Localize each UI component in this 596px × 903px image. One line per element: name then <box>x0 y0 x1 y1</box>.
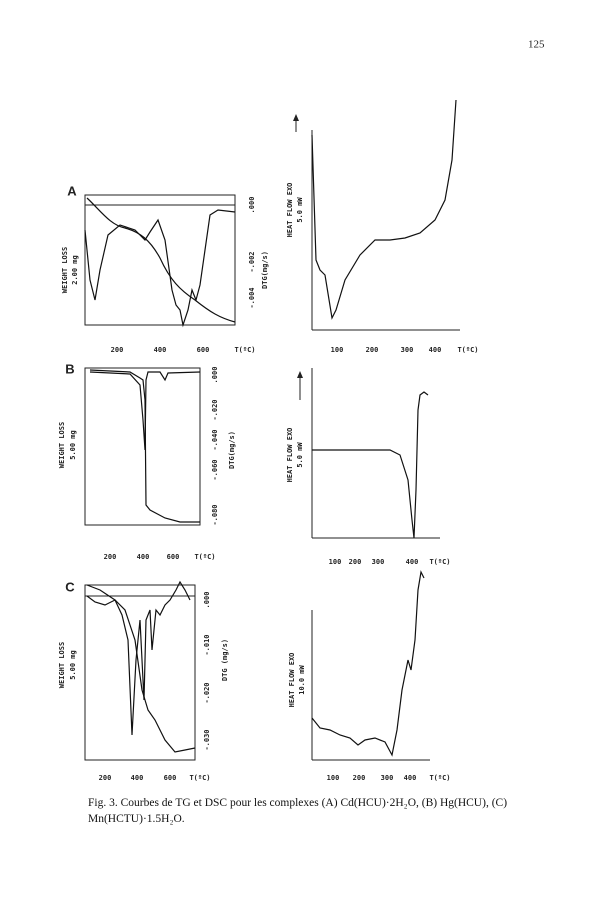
y2-tick-label: -.040 <box>211 429 219 450</box>
panel-label: A <box>67 183 77 198</box>
panel-label: B <box>65 361 74 376</box>
x-tick-label: 600 <box>197 346 210 354</box>
x-axis-label: T(ºC) <box>429 774 450 782</box>
panel-label: C <box>65 579 75 594</box>
x-tick-label: 400 <box>137 553 150 561</box>
page-number: 125 <box>528 39 545 51</box>
x-tick-label: 400 <box>154 346 167 354</box>
x-axis-label: T(ºC) <box>234 346 255 354</box>
dtg-label: DTG(mg/s) <box>228 431 236 469</box>
y2-tick-label: -.020 <box>203 682 211 703</box>
y2-tick-label: -.030 <box>203 729 211 750</box>
tg-scale: 5.00 mg <box>69 430 77 460</box>
y2-tick-label: -.080 <box>211 504 219 525</box>
tg-scale: 5.00 mg <box>69 650 77 680</box>
x-tick-label: 300 <box>372 558 385 566</box>
x-tick-label: 300 <box>401 346 414 354</box>
x-tick-label: 400 <box>404 774 417 782</box>
x-tick-label: 200 <box>366 346 379 354</box>
dsc-y-label: HEAT FLOW EXO <box>286 428 294 483</box>
y2-tick-label: .000 <box>211 367 219 384</box>
x-tick-label: 400 <box>406 558 419 566</box>
axes <box>84 114 460 761</box>
y2-tick-label: .000 <box>203 592 211 609</box>
x-tick-label: 200 <box>111 346 124 354</box>
x-tick-label: 300 <box>381 774 394 782</box>
caption: Fig. 3. Courbes de TG et DSC pour les co… <box>88 797 508 825</box>
x-tick-label: 100 <box>331 346 344 354</box>
y2-tick-label: -.002 <box>248 251 256 272</box>
y2-tick-label: -.020 <box>211 399 219 420</box>
x-tick-label: 200 <box>99 774 112 782</box>
dsc-scale: 5.0 mW <box>296 442 304 468</box>
y2-tick-label: -.004 <box>248 287 256 308</box>
dsc-scale: 5.0 mW <box>296 197 304 223</box>
y2-tick-label: -.060 <box>211 459 219 480</box>
dsc-scale: 10.0 mW <box>298 664 306 694</box>
dtg-label: DTG (mg/s) <box>221 639 229 681</box>
tg-y-label: WEIGHT LOSS <box>58 422 66 468</box>
x-tick-label: 200 <box>104 553 117 561</box>
tg-scale: 2.00 mg <box>71 255 79 285</box>
x-tick-label: 400 <box>429 346 442 354</box>
x-axis-label: T(ºC) <box>429 558 450 566</box>
tg-y-label: WEIGHT LOSS <box>58 642 66 688</box>
x-axis-label: T(ºC) <box>194 553 215 561</box>
x-axis-label: T(ºC) <box>189 774 210 782</box>
x-tick-label: 400 <box>131 774 144 782</box>
dsc-y-label: HEAT FLOW EXO <box>286 183 294 238</box>
dtg-label: DTG(mg/s) <box>261 251 269 289</box>
x-tick-label: 100 <box>329 558 342 566</box>
tg-y-label: WEIGHT LOSS <box>61 247 69 293</box>
x-axis-label: T(ºC) <box>457 346 478 354</box>
dsc-y-label: HEAT FLOW EXO <box>288 653 296 708</box>
y2-tick-label: -.010 <box>203 634 211 655</box>
x-tick-label: 100 <box>327 774 340 782</box>
y2-tick-label: .000 <box>248 197 256 214</box>
x-tick-label: 600 <box>167 553 180 561</box>
x-tick-label: 200 <box>353 774 366 782</box>
curves <box>84 99 457 757</box>
x-tick-label: 200 <box>349 558 362 566</box>
x-tick-label: 600 <box>164 774 177 782</box>
